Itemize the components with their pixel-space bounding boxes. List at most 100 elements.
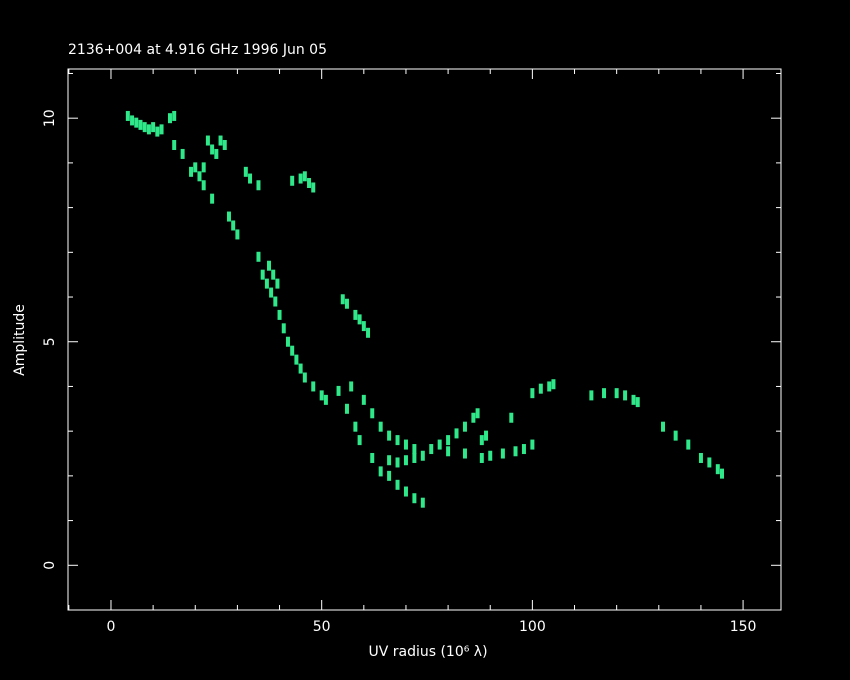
data-point xyxy=(155,126,160,137)
data-point xyxy=(673,430,678,441)
data-point xyxy=(275,278,280,289)
x-tick-label: 100 xyxy=(519,619,546,635)
chart-title: 2136+004 at 4.916 GHz 1996 Jun 05 xyxy=(68,42,327,58)
data-point xyxy=(403,455,408,466)
data-point xyxy=(189,166,194,177)
data-point xyxy=(353,421,358,432)
data-point xyxy=(256,251,261,262)
data-point xyxy=(471,412,476,423)
data-point xyxy=(366,327,371,338)
data-point xyxy=(635,397,640,408)
data-point xyxy=(281,323,286,334)
data-point xyxy=(429,444,434,455)
data-point xyxy=(142,122,147,133)
data-point xyxy=(273,296,278,307)
data-point xyxy=(172,140,177,151)
data-point xyxy=(349,381,354,392)
data-point xyxy=(256,180,261,191)
data-point xyxy=(454,428,459,439)
data-point xyxy=(403,486,408,497)
data-point xyxy=(307,178,312,189)
data-point xyxy=(290,345,295,356)
data-point xyxy=(361,321,366,332)
data-point xyxy=(357,435,362,446)
y-tick-label: 10 xyxy=(42,109,58,127)
data-point xyxy=(395,457,400,468)
data-point xyxy=(698,452,703,463)
data-point xyxy=(462,421,467,432)
data-point xyxy=(311,182,316,193)
plot-frame xyxy=(67,68,782,611)
data-point xyxy=(243,166,248,177)
data-point xyxy=(294,354,299,365)
data-point xyxy=(271,269,276,280)
x-tick-label: 0 xyxy=(107,619,116,635)
data-point xyxy=(344,298,349,309)
data-point xyxy=(488,450,493,461)
data-point xyxy=(340,294,345,305)
data-point xyxy=(180,148,185,159)
data-point xyxy=(134,117,139,128)
data-point xyxy=(412,493,417,504)
data-point xyxy=(530,439,535,450)
data-point xyxy=(686,439,691,450)
data-point xyxy=(193,162,198,173)
data-point xyxy=(151,122,156,133)
data-point xyxy=(412,452,417,463)
data-point xyxy=(551,379,556,390)
data-point xyxy=(323,394,328,405)
data-point xyxy=(264,278,269,289)
data-point xyxy=(205,135,210,146)
data-point xyxy=(479,435,484,446)
data-point xyxy=(378,421,383,432)
data-point xyxy=(509,412,514,423)
data-point xyxy=(311,381,316,392)
data-point xyxy=(218,135,223,146)
data-point xyxy=(395,479,400,490)
data-point xyxy=(353,309,358,320)
data-point xyxy=(235,229,240,240)
data-point xyxy=(412,444,417,455)
data-point xyxy=(336,385,341,396)
data-point xyxy=(138,119,143,130)
data-point xyxy=(462,448,467,459)
data-point xyxy=(214,148,219,159)
data-point xyxy=(172,110,177,121)
data-point xyxy=(370,408,375,419)
data-point xyxy=(623,390,628,401)
data-point xyxy=(715,464,720,475)
data-point xyxy=(420,497,425,508)
data-point xyxy=(395,435,400,446)
data-point xyxy=(285,336,290,347)
data-point xyxy=(420,450,425,461)
data-point xyxy=(602,388,607,399)
data-point xyxy=(378,466,383,477)
data-point xyxy=(197,171,202,182)
data-point xyxy=(513,446,518,457)
data-point xyxy=(298,173,303,184)
data-point xyxy=(357,314,362,325)
x-axis-label: UV radius (10⁶ λ) xyxy=(368,644,487,660)
data-point xyxy=(631,394,636,405)
data-point xyxy=(479,452,484,463)
data-point xyxy=(222,140,227,151)
data-point xyxy=(530,388,535,399)
data-point xyxy=(146,124,151,135)
data-point xyxy=(269,287,274,298)
data-point xyxy=(290,175,295,186)
data-point xyxy=(201,180,206,191)
y-tick-label: 5 xyxy=(42,337,58,346)
y-axis-label: Amplitude xyxy=(12,304,28,376)
data-point xyxy=(210,144,215,155)
data-point xyxy=(538,383,543,394)
data-point xyxy=(226,211,231,222)
data-point xyxy=(484,430,489,441)
data-point xyxy=(387,470,392,481)
data-point xyxy=(547,381,552,392)
x-tick-label: 50 xyxy=(313,619,331,635)
data-point xyxy=(201,162,206,173)
data-point xyxy=(277,309,282,320)
